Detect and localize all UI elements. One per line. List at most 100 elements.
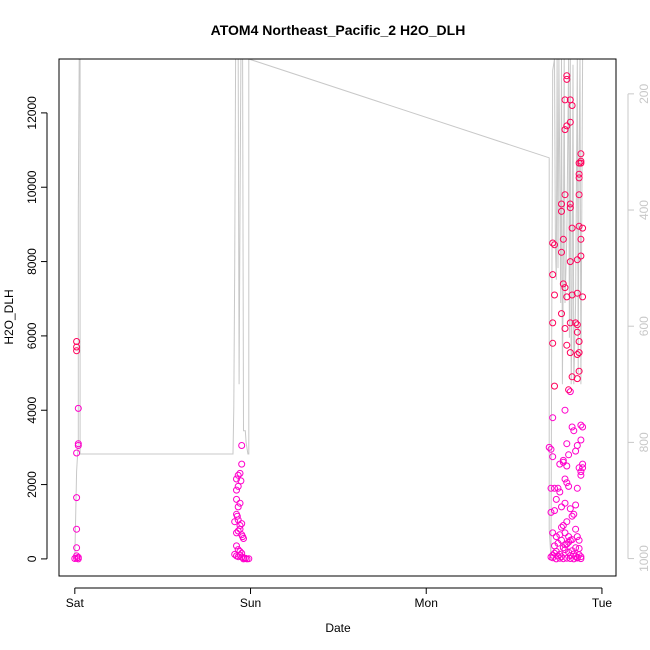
data-point xyxy=(239,533,247,541)
data-point xyxy=(575,367,583,375)
data-point xyxy=(558,310,565,318)
data-point xyxy=(561,126,569,134)
data-point xyxy=(575,338,583,345)
chart-title: ATOM4 Northeast_Pacific_2 H2O_DLH xyxy=(211,22,466,38)
data-point xyxy=(558,523,565,531)
data-point xyxy=(547,445,555,453)
data-point xyxy=(566,388,574,396)
data-point xyxy=(233,475,240,483)
data-point xyxy=(551,484,558,492)
data-point xyxy=(237,477,245,485)
data-point xyxy=(565,451,573,459)
y-right-tick-label: 200 xyxy=(637,84,650,104)
data-point xyxy=(231,518,239,526)
data-point xyxy=(577,157,585,165)
data-point xyxy=(71,555,79,562)
data-points xyxy=(71,72,587,563)
data-point xyxy=(234,503,242,511)
data-point xyxy=(563,440,571,448)
data-point xyxy=(572,319,580,327)
data-point xyxy=(561,96,569,104)
data-point xyxy=(558,248,565,256)
data-point xyxy=(572,525,580,533)
data-point xyxy=(233,542,240,550)
data-point xyxy=(575,536,583,544)
data-point xyxy=(549,319,557,327)
data-point xyxy=(566,204,574,212)
data-point xyxy=(561,325,569,332)
data-point xyxy=(570,510,578,518)
data-point xyxy=(558,207,565,215)
data-point xyxy=(236,469,244,477)
data-point xyxy=(549,414,557,422)
data-point xyxy=(556,488,564,496)
data-point xyxy=(563,341,571,349)
data-point xyxy=(549,339,557,347)
y-axis-right: 200 400 600 800 1000 xyxy=(627,84,650,572)
data-point xyxy=(572,544,580,552)
data-point xyxy=(556,554,564,562)
data-point xyxy=(575,545,583,552)
y-right-tick-label: 1000 xyxy=(637,545,650,572)
data-point xyxy=(74,404,82,412)
data-point xyxy=(573,328,581,336)
x-axis: Sat Sun Mon Tue xyxy=(66,587,612,610)
y-tick-label: 4000 xyxy=(25,397,39,424)
data-point xyxy=(579,293,587,301)
data-point xyxy=(573,289,581,297)
data-point xyxy=(561,406,569,414)
data-point xyxy=(233,512,241,520)
data-point xyxy=(566,258,574,266)
x-axis-label: Date xyxy=(325,621,351,635)
data-point xyxy=(575,170,583,178)
data-point xyxy=(565,386,573,394)
data-point xyxy=(561,529,569,537)
y-tick-label: 10000 xyxy=(25,170,39,204)
data-point xyxy=(579,460,587,468)
data-point xyxy=(570,555,578,563)
data-point xyxy=(556,460,564,468)
data-point xyxy=(552,495,560,503)
y-tick-label: 12000 xyxy=(25,96,39,130)
data-point xyxy=(568,224,576,232)
data-point xyxy=(238,460,246,468)
data-point xyxy=(566,118,574,126)
data-point xyxy=(74,442,82,449)
data-point xyxy=(577,471,585,479)
data-point xyxy=(575,464,583,472)
y-axis-label: H2O_DLH xyxy=(2,289,16,344)
data-point xyxy=(561,475,569,483)
data-point xyxy=(577,235,585,243)
data-point xyxy=(568,536,576,544)
data-point xyxy=(73,449,81,457)
data-point xyxy=(245,555,253,563)
data-point xyxy=(231,550,239,558)
data-point xyxy=(233,486,240,494)
data-point xyxy=(551,241,558,249)
x-tick-label: Sat xyxy=(66,596,85,610)
data-point xyxy=(241,554,249,562)
y-tick-label: 0 xyxy=(25,555,39,562)
data-point xyxy=(561,284,569,292)
data-point xyxy=(561,499,569,507)
data-point xyxy=(234,471,242,479)
data-point xyxy=(73,544,81,552)
data-point xyxy=(572,447,580,455)
data-point xyxy=(549,239,557,247)
data-point xyxy=(558,503,565,511)
x-tick-label: Sun xyxy=(240,596,261,610)
x-tick-label: Mon xyxy=(415,596,438,610)
data-point xyxy=(559,280,567,288)
data-point xyxy=(577,252,585,260)
data-point xyxy=(73,494,81,502)
data-point xyxy=(577,555,585,563)
data-point xyxy=(577,421,585,429)
data-point xyxy=(577,150,585,158)
data-point xyxy=(559,456,567,464)
data-point xyxy=(573,533,581,541)
data-point xyxy=(575,222,583,230)
data-point xyxy=(551,507,558,515)
data-point xyxy=(568,512,576,520)
data-point xyxy=(234,482,242,490)
